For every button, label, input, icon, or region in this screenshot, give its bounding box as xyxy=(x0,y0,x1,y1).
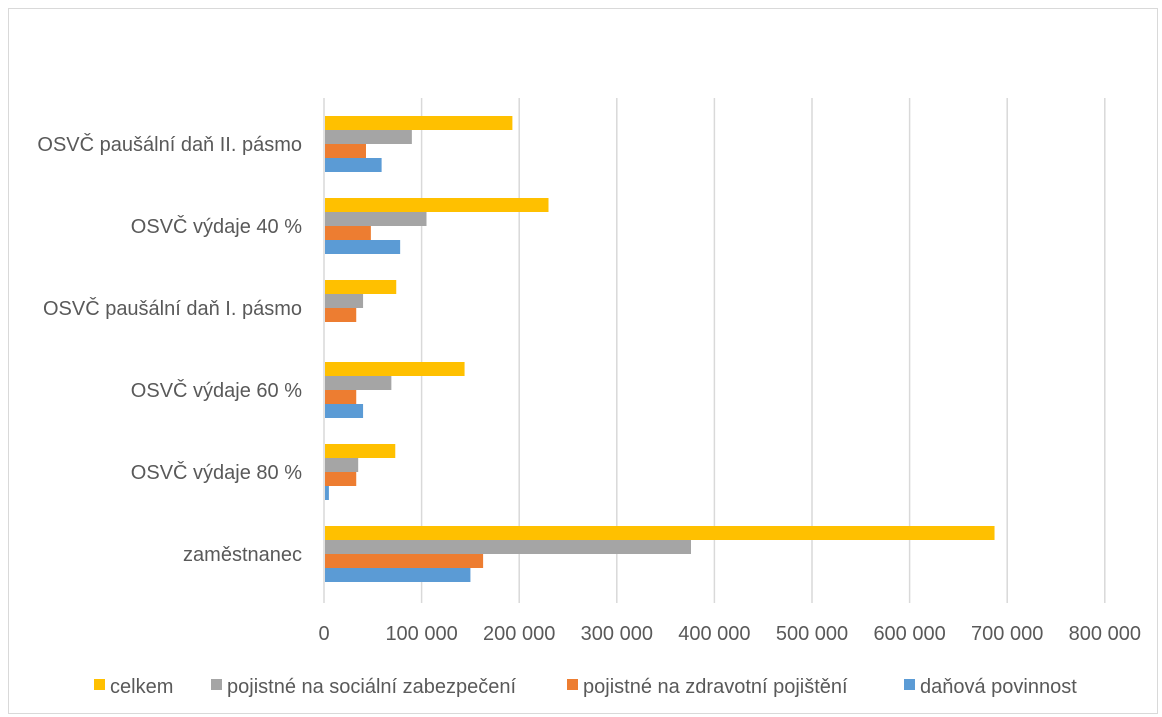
x-tick-label: 300 000 xyxy=(581,623,653,645)
bar-pojistné-na-sociální-zabezpečení xyxy=(325,212,427,226)
bar-celkem xyxy=(325,444,396,458)
bar-pojistné-na-zdravotní-pojištění xyxy=(325,554,484,568)
chart-frame xyxy=(8,8,1158,714)
x-tick-label: 600 000 xyxy=(873,623,945,645)
bar-daňová-povinnost xyxy=(325,404,364,418)
x-tick-label: 400 000 xyxy=(678,623,750,645)
legend-swatch xyxy=(567,679,578,690)
bar-celkem xyxy=(325,280,397,294)
bar-pojistné-na-zdravotní-pojištění xyxy=(325,390,357,404)
x-tick-label: 700 000 xyxy=(971,623,1043,645)
bar-daňová-povinnost xyxy=(325,240,401,254)
bar-daňová-povinnost xyxy=(325,486,329,500)
category-label: OSVČ výdaje 80 % xyxy=(131,461,302,484)
bar-celkem xyxy=(325,526,995,540)
legend-label: daňová povinnost xyxy=(920,676,1077,698)
legend-label: celkem xyxy=(110,676,173,698)
x-tick-label: 200 000 xyxy=(483,623,555,645)
bar-pojistné-na-sociální-zabezpečení xyxy=(325,294,364,308)
category-label: OSVČ výdaje 60 % xyxy=(131,379,302,402)
bar-pojistné-na-zdravotní-pojištění xyxy=(325,226,371,240)
category-label: OSVČ paušální daň II. pásmo xyxy=(37,133,302,156)
x-tick-label: 0 xyxy=(318,623,329,645)
bar-celkem xyxy=(325,116,513,130)
bar-daňová-povinnost xyxy=(325,568,471,582)
bar-celkem xyxy=(325,362,465,376)
bar-pojistné-na-zdravotní-pojištění xyxy=(325,472,357,486)
legend-swatch xyxy=(904,679,915,690)
category-label: OSVČ paušální daň I. pásmo xyxy=(43,297,302,320)
bar-celkem xyxy=(325,198,549,212)
legend-label: pojistné na sociální zabezpečení xyxy=(227,676,517,698)
x-tick-label: 500 000 xyxy=(776,623,848,645)
legend-label: pojistné na zdravotní pojištění xyxy=(583,676,848,698)
gridlines xyxy=(420,98,1106,603)
x-tick-label: 800 000 xyxy=(1069,623,1141,645)
bar-pojistné-na-sociální-zabezpečení xyxy=(325,458,359,472)
bar-pojistné-na-sociální-zabezpečení xyxy=(325,376,392,390)
legend-swatch xyxy=(94,679,105,690)
bar-pojistné-na-zdravotní-pojištění xyxy=(325,144,366,158)
category-label: OSVČ výdaje 40 % xyxy=(131,215,302,238)
x-tick-label: 100 000 xyxy=(385,623,457,645)
legend: celkem pojistné na sociální zabezpečení po… xyxy=(94,676,1077,698)
bar-pojistné-na-zdravotní-pojištění xyxy=(325,308,357,322)
category-label: zaměstnanec xyxy=(183,544,302,566)
bars xyxy=(325,116,995,582)
legend-swatch xyxy=(211,679,222,690)
bar-pojistné-na-sociální-zabezpečení xyxy=(325,130,412,144)
axes: 0 100 000 200 000 300 000 400 000 500 000 600 … xyxy=(37,98,1141,645)
bar-pojistné-na-sociální-zabezpečení xyxy=(325,540,691,554)
bar-daňová-povinnost xyxy=(325,158,382,172)
